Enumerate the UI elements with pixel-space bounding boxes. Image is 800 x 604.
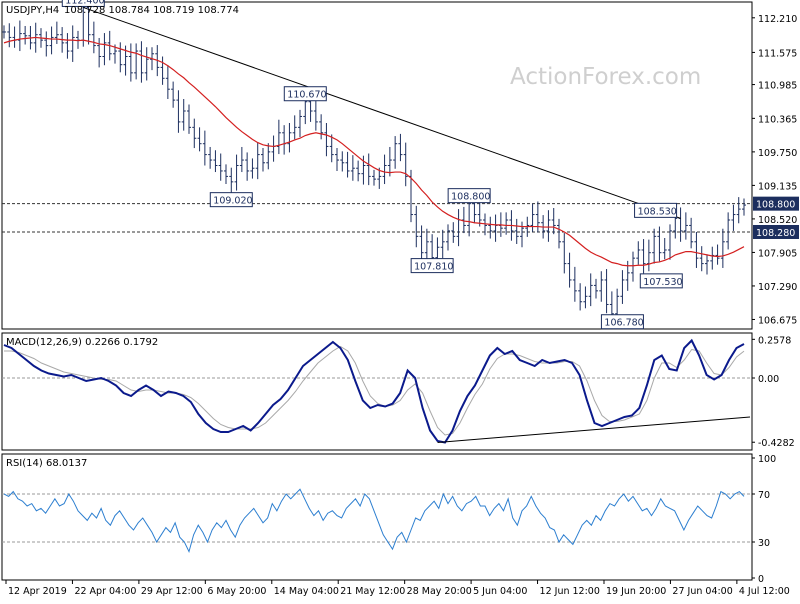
macd-frame: [1, 332, 753, 451]
price-y-tick-label: 108.520: [758, 215, 797, 226]
chart-symbol-label: USDJPY,H4: [6, 5, 59, 16]
x-tick-label: 4 Jul 12:00: [739, 586, 790, 597]
x-tick-label: 27 Jun 04:00: [672, 586, 732, 597]
macd-signal-line: [4, 345, 745, 436]
panel-frames: [1, 1, 753, 581]
price-y-tick-label: 107.905: [758, 248, 797, 259]
swing-label-box: [283, 86, 327, 102]
price-trendline: [83, 6, 681, 219]
x-tick-label: 5 Jun 04:00: [473, 586, 527, 597]
price-series-layer: 108.800 108.280 112.400 110.670 109.020 108.8…: [2, 0, 799, 330]
x-tick-label: 6 May 20:00: [207, 586, 266, 597]
rsi-frame: [1, 453, 753, 581]
swing-label-box: [639, 273, 683, 289]
price-y-tick-label: 109.135: [758, 181, 797, 192]
x-tick-label: 19 Jun 20:00: [606, 586, 666, 597]
price-level-tag: [753, 196, 799, 211]
macd-y-tick-label: 0.00: [758, 374, 779, 385]
swing-label-box: [634, 202, 678, 218]
chart-ohlc-label: 108.728 108.784 108.719 108.774: [64, 5, 239, 16]
swing-label: 112.400: [65, 0, 104, 6]
x-tick-label: 22 Apr 04:00: [74, 586, 136, 597]
swing-label-box: [209, 192, 253, 208]
axes-layer: 112.210 111.575 110.985 110.365 109.750 109.1…: [5, 14, 797, 597]
swing-label: 108.800: [451, 192, 490, 203]
swing-label: 107.530: [643, 277, 682, 288]
rsi-label: RSI(14) 68.0137: [6, 458, 87, 469]
price-y-tick-label: 109.750: [758, 148, 797, 159]
price-y-tick-label: 111.575: [758, 48, 797, 59]
rsi-line: [3, 488, 745, 554]
rsi-panel: [2, 488, 752, 554]
rsi-y-tick-label: 100: [758, 454, 776, 465]
swing-label-box: [410, 258, 454, 274]
macd-y-tick-label: 0.2578: [758, 335, 791, 346]
swing-label-box: [447, 188, 491, 204]
macd-main-line: [3, 338, 745, 444]
price-y-tick-label: 107.290: [758, 282, 797, 293]
swing-label: 107.810: [414, 262, 453, 273]
x-tick-label: 12 Apr 2019: [8, 586, 67, 597]
x-tick-label: 21 May 12:00: [340, 586, 405, 597]
price-level-tag-label: 108.800: [756, 200, 795, 211]
price-y-tick-label: 110.365: [758, 114, 797, 125]
swing-label: 110.670: [287, 90, 326, 101]
swing-label: 109.020: [213, 196, 252, 207]
price-level-tag-label: 108.280: [756, 228, 795, 239]
swing-label: 106.780: [604, 318, 643, 329]
price-level-tag: [753, 224, 799, 239]
price-frame: [1, 1, 753, 330]
x-tick-label: 14 May 04:00: [274, 586, 339, 597]
macd-panel: [2, 338, 752, 444]
x-tick-label: 29 Apr 12:00: [141, 586, 203, 597]
macd-trendline: [437, 416, 751, 443]
price-y-tick-label: 112.210: [758, 14, 797, 25]
moving-average-line: [3, 36, 745, 267]
swing-label-box: [61, 0, 105, 7]
price-y-tick-label: 106.675: [758, 315, 797, 326]
rsi-y-tick-label: 30: [758, 538, 770, 549]
swing-label: 108.530: [638, 206, 677, 217]
swing-label-box: [600, 314, 644, 330]
x-tick-label: 28 May 20:00: [407, 586, 472, 597]
x-tick-label: 12 Jun 12:00: [540, 586, 600, 597]
watermark: ActionForex.com: [510, 64, 701, 90]
price-y-tick-label: 110.985: [758, 81, 797, 92]
rsi-y-tick-label: 0: [758, 574, 764, 585]
rsi-y-tick-label: 70: [758, 490, 770, 501]
macd-label: MACD(12,26,9) 0.2266 0.1792: [6, 337, 158, 348]
macd-y-tick-label: -0.4282: [758, 438, 795, 449]
